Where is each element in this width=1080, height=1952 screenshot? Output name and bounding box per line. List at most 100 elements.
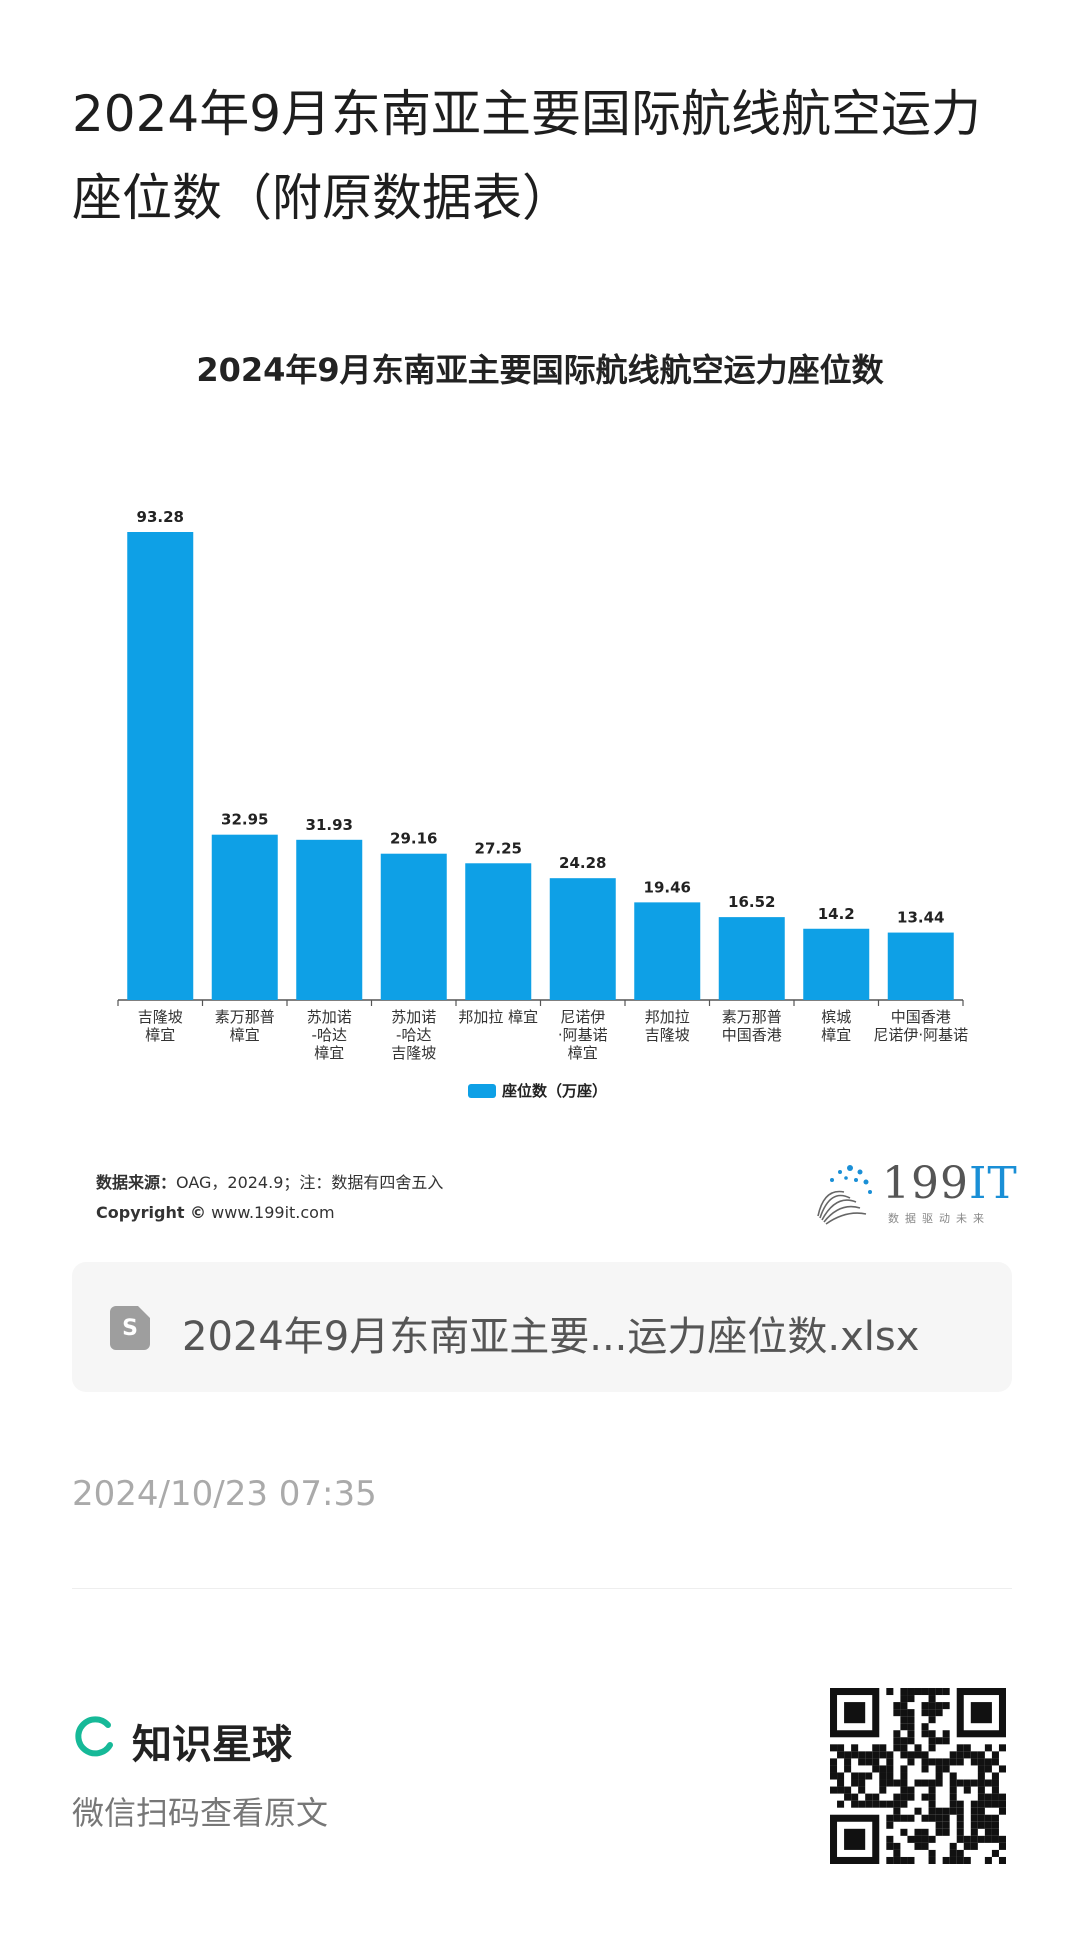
- qr-module: [879, 1751, 887, 1759]
- qr-module: [949, 1751, 957, 1759]
- qr-module: [837, 1779, 845, 1787]
- qr-module: [956, 1856, 964, 1864]
- x-tick-label-6-0: 邦加拉: [645, 1008, 690, 1026]
- qr-module: [858, 1772, 866, 1780]
- qr-module: [900, 1709, 908, 1717]
- qr-module: [991, 1821, 999, 1829]
- bar-value-label-6: 19.46: [644, 878, 691, 896]
- qr-module: [928, 1849, 936, 1857]
- qr-module: [949, 1842, 957, 1850]
- x-tick-label-4-0: 邦加拉 樟宜: [458, 1008, 538, 1026]
- qr-module: [935, 1821, 943, 1829]
- qr-module: [893, 1744, 901, 1752]
- qr-module: [942, 1807, 950, 1815]
- qr-module: [893, 1814, 901, 1822]
- qr-module: [879, 1779, 887, 1787]
- qr-module: [872, 1793, 880, 1801]
- qr-module: [928, 1814, 936, 1822]
- qr-module: [907, 1737, 915, 1745]
- qr-module: [935, 1737, 943, 1745]
- qr-module: [984, 1821, 992, 1829]
- qr-module: [907, 1709, 915, 1717]
- qr-module: [893, 1807, 901, 1815]
- qr-module: [977, 1821, 985, 1829]
- qr-module: [914, 1842, 922, 1850]
- bar-3: [380, 853, 447, 1000]
- legend-swatch: [468, 1084, 496, 1098]
- qr-module: [928, 1786, 936, 1794]
- qr-module: [837, 1786, 845, 1794]
- divider: [72, 1588, 1012, 1589]
- qr-module: [970, 1814, 978, 1822]
- qr-module: [977, 1793, 985, 1801]
- qr-module: [949, 1793, 957, 1801]
- qr-module: [942, 1814, 950, 1822]
- qr-module: [900, 1695, 908, 1703]
- qr-module: [900, 1786, 908, 1794]
- qr-module: [844, 1793, 852, 1801]
- qr-module: [914, 1835, 922, 1843]
- qr-module: [851, 1744, 859, 1752]
- logo-wordmark: 199IT: [882, 1158, 1018, 1209]
- qr-module: [928, 1779, 936, 1787]
- qr-module: [984, 1779, 992, 1787]
- zsxq-logo-icon: [75, 1716, 113, 1757]
- qr-module: [935, 1814, 943, 1822]
- qr-module: [984, 1800, 992, 1808]
- attachment-file-card[interactable]: S 2024年9月东南亚主要...运力座位数.xlsx: [72, 1262, 1012, 1392]
- qr-module: [956, 1821, 964, 1829]
- post-date: 2024/10/23 07:35: [72, 1474, 377, 1514]
- qr-module: [921, 1779, 929, 1787]
- bar-0: [127, 532, 194, 1000]
- qr-module: [928, 1835, 936, 1843]
- qr-module: [963, 1779, 971, 1787]
- bar-6: [634, 902, 701, 1000]
- qr-module: [900, 1779, 908, 1787]
- qr-module: [963, 1744, 971, 1752]
- qr-module: [879, 1800, 887, 1808]
- qr-module: [998, 1800, 1006, 1808]
- bar-2: [296, 839, 363, 1000]
- qr-module: [851, 1793, 859, 1801]
- qr-module: [935, 1807, 943, 1815]
- qr-module: [907, 1695, 915, 1703]
- qr-module: [991, 1772, 999, 1780]
- qr-module: [886, 1800, 894, 1808]
- qr-module: [977, 1807, 985, 1815]
- qr-module: [907, 1856, 915, 1864]
- qr-module: [893, 1702, 901, 1710]
- qr-module: [872, 1751, 880, 1759]
- qr-module: [928, 1737, 936, 1745]
- qr-module: [893, 1849, 901, 1857]
- qr-module: [844, 1751, 852, 1759]
- qr-module: [928, 1758, 936, 1766]
- qr-module: [935, 1828, 943, 1836]
- qr-module: [900, 1723, 908, 1731]
- qr-module: [949, 1856, 957, 1864]
- qr-module: [998, 1793, 1006, 1801]
- qr-module: [928, 1744, 936, 1752]
- qr-module: [949, 1772, 957, 1780]
- qr-module: [872, 1800, 880, 1808]
- x-tick-label-1-1: 樟宜: [230, 1026, 260, 1044]
- qr-module: [921, 1730, 929, 1738]
- qr-module: [935, 1772, 943, 1780]
- qr-module: [977, 1758, 985, 1766]
- qr-module: [886, 1835, 894, 1843]
- copyright-label: Copyright ©: [96, 1203, 207, 1222]
- qr-module: [830, 1772, 838, 1780]
- qr-module: [921, 1702, 929, 1710]
- qr-module: [907, 1730, 915, 1738]
- qr-code-icon[interactable]: [830, 1688, 1006, 1864]
- qr-module: [998, 1744, 1006, 1752]
- qr-module: [977, 1765, 985, 1773]
- qr-module: [921, 1765, 929, 1773]
- qr-module: [865, 1758, 873, 1766]
- qr-module: [928, 1793, 936, 1801]
- qr-module: [907, 1786, 915, 1794]
- qr-module: [900, 1765, 908, 1773]
- qr-module: [879, 1744, 887, 1752]
- qr-finder-inner: [844, 1702, 866, 1724]
- qr-module: [998, 1807, 1006, 1815]
- qr-module: [956, 1835, 964, 1843]
